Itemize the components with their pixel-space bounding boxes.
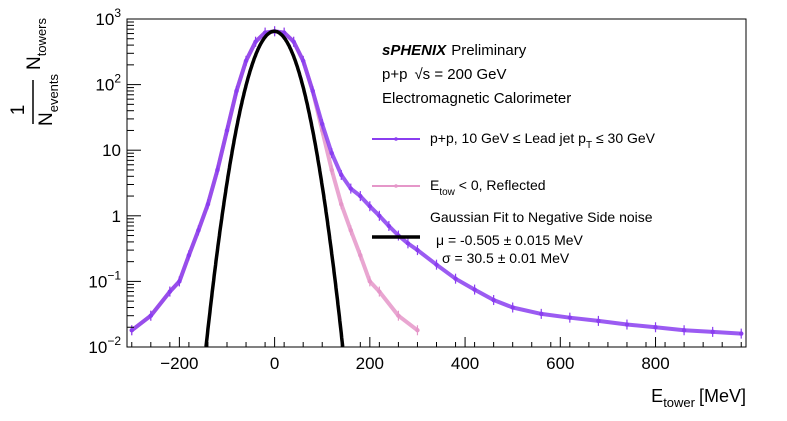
annotation-collision: p+p √s = 200 GeV <box>382 66 507 83</box>
data-point <box>596 318 601 324</box>
data-point <box>339 172 344 178</box>
data-point <box>129 328 134 333</box>
gaussian-fit-line <box>204 29 345 347</box>
data-point <box>234 88 239 94</box>
data-point <box>215 167 220 173</box>
data-point <box>243 58 249 64</box>
data-point <box>310 88 315 94</box>
data-point <box>415 328 420 333</box>
data-point <box>405 241 411 246</box>
data-point <box>567 315 573 320</box>
data-point <box>377 289 382 294</box>
legend-label-fit-mu: μ = -0.505 ± 0.015 MeV <box>436 232 584 248</box>
data-point <box>224 128 230 133</box>
data-point <box>472 287 477 292</box>
data-point <box>358 193 363 199</box>
data-point <box>386 223 392 229</box>
y-tick-label: 10−1 <box>88 268 121 291</box>
y-tick-label: 1 <box>112 207 121 226</box>
data-point <box>281 30 287 35</box>
data-point <box>300 58 306 64</box>
legend-label-fit: Gaussian Fit to Negative Side noise <box>430 209 653 225</box>
data-point <box>177 279 182 284</box>
data-point <box>624 322 630 327</box>
data-point <box>348 186 353 191</box>
data-point <box>196 228 201 233</box>
series-band-0 <box>130 29 742 336</box>
legend-label-reflected: Etow < 0, Reflected <box>430 177 546 198</box>
x-tick-label: −200 <box>160 354 198 373</box>
y-tick-label: 10−2 <box>88 334 121 357</box>
y-tick-label: 103 <box>95 6 121 29</box>
x-tick-label: 800 <box>641 354 669 373</box>
data-point <box>377 213 382 218</box>
data-point <box>739 331 744 336</box>
data-point <box>291 39 296 44</box>
legend: p+p, 10 GeV ≤ Lead jet pT ≤ 30 GeV Etow … <box>372 130 656 266</box>
data-point <box>491 297 496 303</box>
data-point <box>510 305 515 310</box>
legend-entry-reflected: Etow < 0, Reflected <box>372 177 546 198</box>
legend-marker-pp <box>394 137 398 141</box>
data-point <box>453 276 458 281</box>
axes: −200 0 200 400 600 800 10−2 10−1 1 10 102 103 <box>88 6 742 373</box>
data-point <box>710 329 715 335</box>
x-tick-label: 200 <box>356 354 384 373</box>
legend-label-pp: p+p, 10 GeV ≤ Lead jet pT ≤ 30 GeV <box>430 130 656 151</box>
y-tick-label: 10 <box>102 141 121 160</box>
data-marks <box>129 26 744 347</box>
data-point <box>415 247 420 253</box>
x-tick-label: 600 <box>546 354 574 373</box>
data-point <box>358 253 363 258</box>
y-label-numerator: 1 <box>8 105 29 116</box>
data-point <box>539 311 544 317</box>
data-point <box>367 279 373 284</box>
annotation-experiment: sPHENIX Preliminary <box>382 42 527 59</box>
x-tick-label: 400 <box>451 354 479 373</box>
legend-entry-fit: Gaussian Fit to Negative Side noise μ = … <box>372 209 653 266</box>
x-axis-label: Etower [MeV] <box>651 386 746 410</box>
data-point <box>653 325 658 330</box>
data-point <box>348 228 353 233</box>
data-point <box>167 289 173 294</box>
y-label-towers: Ntowers <box>24 17 49 70</box>
y-label-denominator: Nevents <box>36 73 61 126</box>
data-point <box>434 262 439 267</box>
data-point <box>681 328 687 333</box>
annotation-detector: Electromagnetic Calorimeter <box>382 90 571 107</box>
data-point <box>148 313 154 318</box>
data-point <box>329 151 334 156</box>
data-point <box>396 313 401 318</box>
x-tick-label: 0 <box>270 354 279 373</box>
data-point <box>205 202 211 207</box>
y-tick-label: 102 <box>95 72 121 95</box>
legend-label-fit-sigma: σ = 30.5 ± 0.01 MeV <box>442 250 570 266</box>
data-point <box>367 204 373 209</box>
legend-entry-pp: p+p, 10 GeV ≤ Lead jet pT ≤ 30 GeV <box>372 130 656 151</box>
data-point <box>339 202 344 207</box>
data-point <box>329 167 334 173</box>
legend-marker-reflected <box>394 184 398 188</box>
data-point <box>320 121 325 127</box>
data-point <box>186 253 192 258</box>
data-point <box>253 39 258 44</box>
